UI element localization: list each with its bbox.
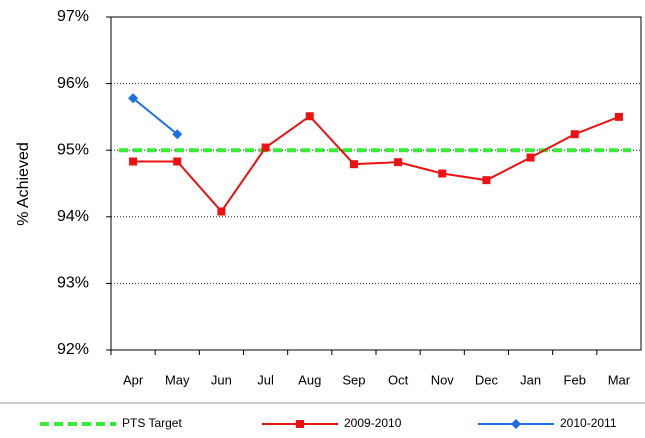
x-tick-label: Dec (475, 372, 499, 387)
legend-marker (296, 420, 304, 428)
legend-label: PTS Target (122, 416, 182, 430)
x-tick-label: Aug (298, 372, 321, 387)
plot-frame (110, 16, 642, 351)
y-tick-label: 94% (57, 208, 89, 225)
x-tick-label: Apr (123, 372, 144, 387)
x-tick-label: Oct (388, 372, 409, 387)
series-line (133, 114, 620, 214)
y-tick-label: 93% (57, 275, 89, 292)
marker (526, 153, 535, 162)
marker (261, 143, 270, 152)
marker (305, 112, 314, 121)
x-tick-label: Mar (608, 372, 631, 387)
marker (173, 157, 182, 166)
marker (129, 157, 138, 166)
x-tick-label: Feb (564, 372, 586, 387)
x-tick-label: May (165, 372, 190, 387)
x-tick-label: Jun (211, 372, 232, 387)
y-tick-label: 96% (57, 75, 89, 92)
marker (482, 176, 491, 185)
y-tick-label: 95% (57, 141, 89, 158)
marker (438, 169, 447, 178)
x-tick-label: Sep (342, 372, 365, 387)
series-line (132, 97, 178, 135)
marker (570, 130, 579, 139)
x-tick-label: Nov (431, 372, 455, 387)
legend-marker (511, 419, 521, 429)
y-tick-label: 97% (57, 8, 89, 25)
marker (217, 207, 226, 216)
y-axis-label: % Achieved (15, 142, 32, 226)
legend-label: 2009-2010 (344, 416, 402, 430)
legend-label: 2010-2011 (560, 416, 617, 430)
x-tick-label: Jul (257, 372, 274, 387)
y-tick-label: 92% (57, 341, 89, 358)
marker (172, 129, 183, 140)
x-tick-label: Jan (520, 372, 541, 387)
marker (349, 160, 358, 169)
marker (614, 112, 623, 121)
marker (128, 93, 139, 104)
marker (394, 158, 403, 167)
